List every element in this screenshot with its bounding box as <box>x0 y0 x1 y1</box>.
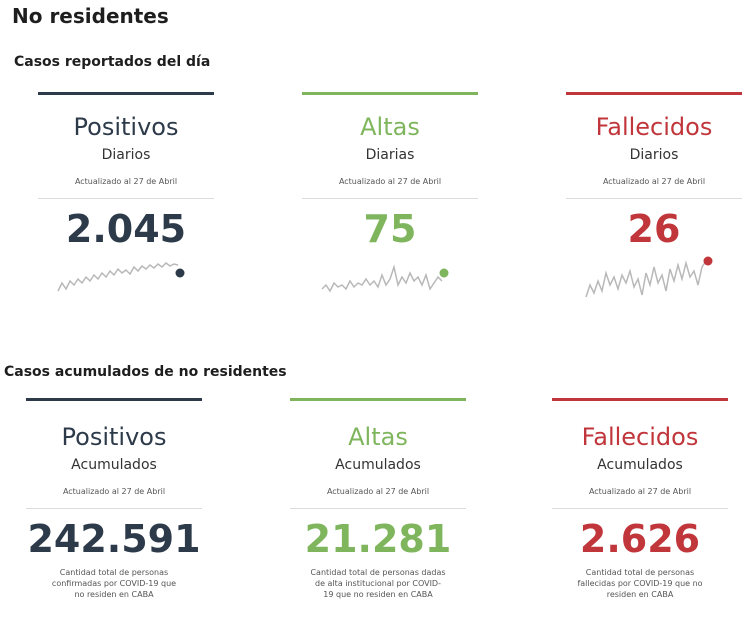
card-separator <box>566 198 742 199</box>
cumulative-positivos-card[interactable]: Positivos Acumulados Actualizado al 27 d… <box>26 398 202 600</box>
card-value: 2.045 <box>65 207 187 251</box>
card-sub: Acumulados <box>71 457 157 473</box>
card-topline <box>38 92 214 95</box>
cumulative-section-title: Casos acumulados de no residentes <box>4 364 287 380</box>
card-topline <box>566 92 742 95</box>
sparkline <box>321 264 449 293</box>
card-separator <box>552 508 728 509</box>
daily-altas-card[interactable]: Altas Diarias Actualizado al 27 de Abril… <box>302 92 478 305</box>
card-updated: Actualizado al 27 de Abril <box>62 487 166 496</box>
card-description: Cantidad total de personas fallecidas po… <box>577 568 703 599</box>
card-topline <box>26 398 202 401</box>
card-updated: Actualizado al 27 de Abril <box>326 487 430 496</box>
card-topline <box>302 92 478 95</box>
sparkline-dot <box>703 256 713 266</box>
card-description: Cantidad total de personas dadas de alta… <box>310 568 446 599</box>
sparkline <box>585 256 713 298</box>
daily-positivos-card[interactable]: Positivos Diarios Actualizado al 27 de A… <box>38 92 214 305</box>
card-label: Positivos <box>61 423 167 451</box>
cumulative-altas-card[interactable]: Altas Acumulados Actualizado al 27 de Ab… <box>290 398 466 600</box>
card-sub: Acumulados <box>335 457 421 473</box>
card-value: 21.281 <box>304 517 452 561</box>
sparkline-dot <box>439 268 449 278</box>
card-sub: Acumulados <box>597 457 683 473</box>
cumulative-fallecidos-card[interactable]: Fallecidos Acumulados Actualizado al 27 … <box>552 398 728 600</box>
card-label: Altas <box>360 113 420 141</box>
card-value: 2.626 <box>579 517 701 561</box>
card-value: 242.591 <box>27 517 201 561</box>
card-separator <box>302 198 478 199</box>
card-label: Fallecidos <box>595 113 713 141</box>
card-updated: Actualizado al 27 de Abril <box>338 177 442 186</box>
card-separator <box>26 508 202 509</box>
card-separator <box>290 508 466 509</box>
sparkline <box>57 262 185 292</box>
card-value: 26 <box>627 207 681 251</box>
card-label: Fallecidos <box>581 423 699 451</box>
card-label: Altas <box>348 423 408 451</box>
card-topline <box>552 398 728 401</box>
card-label: Positivos <box>73 113 179 141</box>
sparkline-dot <box>175 268 185 278</box>
card-value: 75 <box>363 207 417 251</box>
card-updated: Actualizado al 27 de Abril <box>74 177 178 186</box>
card-sub: Diarios <box>101 147 151 163</box>
card-description: Cantidad total de personas confirmadas p… <box>51 568 177 599</box>
page-title: No residentes <box>12 4 169 28</box>
daily-section-title: Casos reportados del día <box>14 54 211 70</box>
card-sub: Diarias <box>365 147 415 163</box>
card-updated: Actualizado al 27 de Abril <box>588 487 692 496</box>
card-sub: Diarios <box>629 147 679 163</box>
card-separator <box>38 198 214 199</box>
card-updated: Actualizado al 27 de Abril <box>602 177 706 186</box>
card-topline <box>290 398 466 401</box>
daily-fallecidos-card[interactable]: Fallecidos Diarios Actualizado al 27 de … <box>566 92 742 305</box>
